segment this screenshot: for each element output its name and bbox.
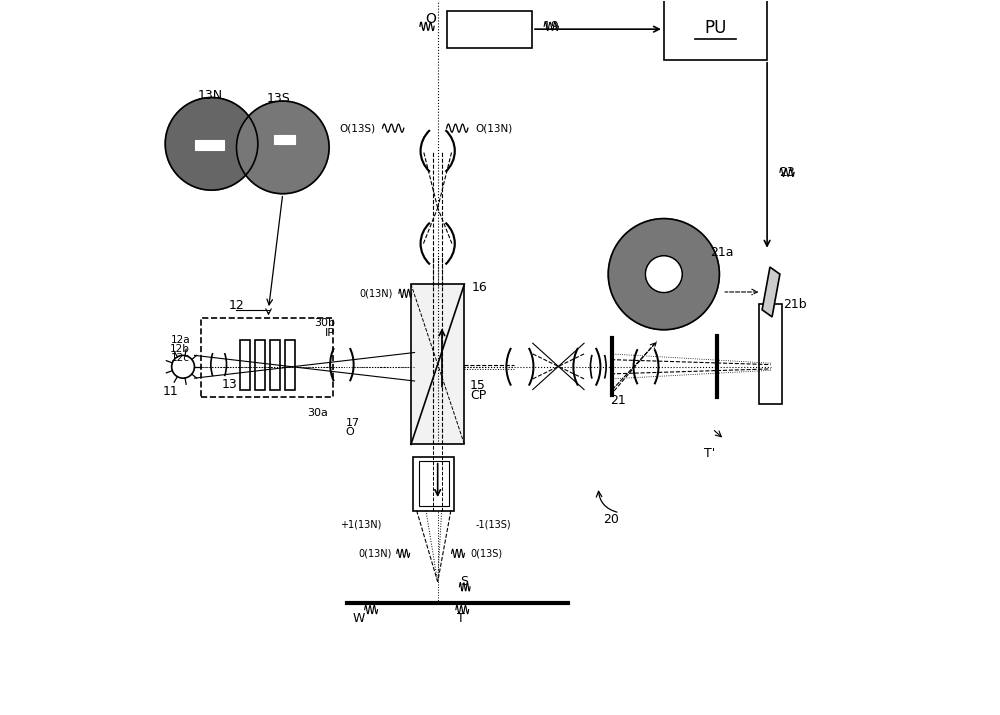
Bar xyxy=(413,457,454,511)
Polygon shape xyxy=(762,267,780,317)
Circle shape xyxy=(236,101,329,194)
Text: O(13S): O(13S) xyxy=(339,123,375,133)
Bar xyxy=(419,461,449,506)
Text: PU: PU xyxy=(704,19,727,37)
Text: 30b: 30b xyxy=(314,318,335,328)
Bar xyxy=(255,340,265,390)
Text: 17: 17 xyxy=(345,418,360,428)
Text: O: O xyxy=(345,427,354,437)
Circle shape xyxy=(165,97,258,190)
Bar xyxy=(411,284,464,445)
Bar xyxy=(201,318,333,397)
Bar xyxy=(240,340,250,390)
Text: W: W xyxy=(353,611,365,625)
Text: T': T' xyxy=(704,447,716,460)
Text: 20: 20 xyxy=(603,513,619,526)
Text: 11: 11 xyxy=(163,385,179,398)
Text: 13S: 13S xyxy=(267,92,291,106)
Text: 21b: 21b xyxy=(783,297,807,310)
Text: T: T xyxy=(457,611,465,625)
Text: 13N: 13N xyxy=(197,89,222,102)
Bar xyxy=(274,135,295,144)
Text: -1(13S): -1(13S) xyxy=(475,520,511,530)
Text: 23: 23 xyxy=(779,166,795,179)
Text: 15: 15 xyxy=(470,380,486,393)
Bar xyxy=(285,340,295,390)
Bar xyxy=(664,0,767,60)
Text: +1(13N): +1(13N) xyxy=(340,520,381,530)
Text: 30a: 30a xyxy=(307,408,328,418)
Text: 19: 19 xyxy=(539,20,559,33)
Text: S: S xyxy=(460,576,468,588)
Text: 21a: 21a xyxy=(710,245,734,259)
Text: 12c: 12c xyxy=(171,353,190,363)
Bar xyxy=(759,304,782,404)
Bar xyxy=(447,11,532,48)
Text: 0(13N): 0(13N) xyxy=(360,288,393,298)
Text: O(13N): O(13N) xyxy=(476,123,513,133)
Circle shape xyxy=(645,256,682,292)
Text: IP: IP xyxy=(325,328,335,338)
Text: O: O xyxy=(425,12,436,26)
Text: 13: 13 xyxy=(221,378,237,391)
Text: 12a: 12a xyxy=(171,335,190,345)
Text: 0(13S): 0(13S) xyxy=(470,548,502,558)
Text: 12: 12 xyxy=(229,299,244,312)
Bar xyxy=(270,340,280,390)
Circle shape xyxy=(608,219,719,330)
Text: CP: CP xyxy=(470,389,486,402)
Bar xyxy=(195,140,224,149)
Text: 12b: 12b xyxy=(170,344,190,354)
Text: 21: 21 xyxy=(610,394,626,407)
Text: 0(13N): 0(13N) xyxy=(358,548,392,558)
Text: 16: 16 xyxy=(472,281,487,294)
